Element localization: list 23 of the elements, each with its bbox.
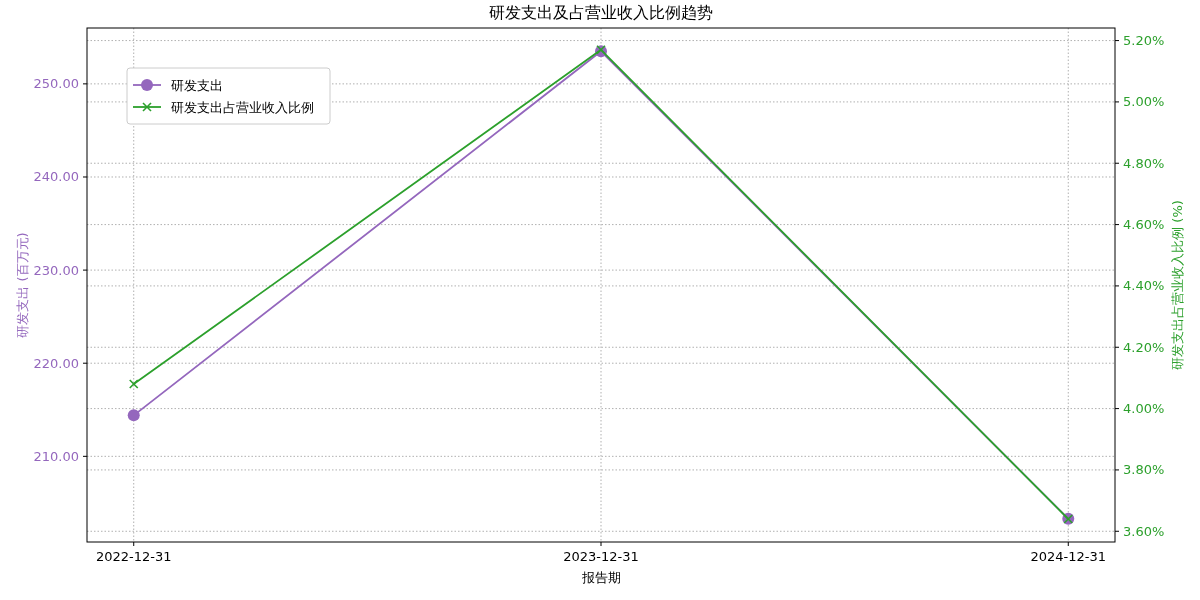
y2-tick-label: 3.80% <box>1123 462 1165 478</box>
y-tick-label: 240.00 <box>33 169 79 185</box>
y-tick-label: 250.00 <box>33 76 79 92</box>
y-tick-label: 210.00 <box>33 448 79 464</box>
y2-tick-label: 4.40% <box>1123 278 1165 294</box>
y-tick-label: 230.00 <box>33 262 79 278</box>
y2-axis-title: 研发支出占营业收入比例 (%) <box>1170 200 1185 370</box>
x-tick-label: 2024-12-31 <box>1030 549 1107 564</box>
x-tick-label: 2023-12-31 <box>563 549 639 564</box>
x-tick-label: 2022-12-31 <box>95 549 172 564</box>
y2-tick-label: 3.60% <box>1123 523 1165 539</box>
y2-tick-label: 5.00% <box>1123 94 1165 110</box>
chart-title: 研发支出及占营业收入比例趋势 <box>489 3 713 22</box>
x-axis-title: 报告期 <box>580 570 621 585</box>
y2-tick-label: 4.00% <box>1123 401 1165 417</box>
y-axis-title: 研发支出 (百万元) <box>15 232 30 338</box>
y-tick-label: 220.00 <box>33 355 79 371</box>
y2-tick-label: 5.20% <box>1123 33 1165 49</box>
legend-label: 研发支出占营业收入比例 <box>171 99 314 115</box>
y2-tick-label: 4.60% <box>1123 217 1165 233</box>
y2-tick-label: 4.20% <box>1123 339 1165 355</box>
y2-tick-label: 4.80% <box>1123 155 1165 171</box>
legend-label: 研发支出 <box>171 77 223 93</box>
